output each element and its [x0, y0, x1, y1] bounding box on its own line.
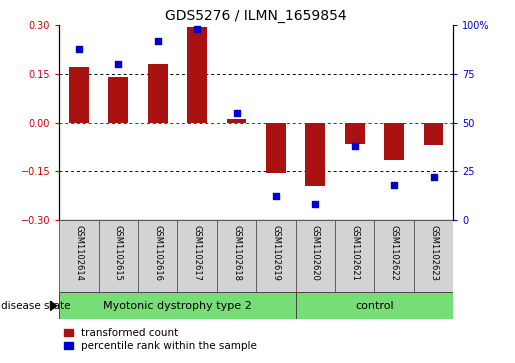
Bar — [227, 119, 246, 122]
Bar — [187, 27, 207, 122]
Point — [193, 26, 201, 32]
Point — [390, 182, 398, 188]
Bar — [59, 292, 296, 319]
Text: GSM1102617: GSM1102617 — [193, 225, 201, 281]
Bar — [374, 220, 414, 292]
Text: control: control — [355, 301, 393, 311]
Bar — [305, 122, 325, 185]
Text: GSM1102621: GSM1102621 — [350, 225, 359, 281]
Bar — [414, 220, 453, 292]
Bar — [69, 68, 89, 122]
Point — [272, 193, 280, 199]
Bar — [138, 220, 177, 292]
Bar — [266, 122, 286, 173]
Point — [232, 110, 241, 116]
Text: GSM1102618: GSM1102618 — [232, 225, 241, 281]
Point — [75, 46, 83, 52]
Text: GSM1102619: GSM1102619 — [271, 225, 280, 281]
Point — [153, 38, 162, 44]
Text: Myotonic dystrophy type 2: Myotonic dystrophy type 2 — [103, 301, 252, 311]
Bar — [59, 220, 99, 292]
Text: GSM1102622: GSM1102622 — [390, 225, 399, 281]
Bar — [148, 64, 167, 122]
Text: GSM1102615: GSM1102615 — [114, 225, 123, 281]
Text: GSM1102616: GSM1102616 — [153, 225, 162, 281]
Text: disease state: disease state — [1, 301, 71, 311]
Bar — [177, 220, 217, 292]
Text: GSM1102620: GSM1102620 — [311, 225, 320, 281]
Point — [114, 61, 123, 67]
Bar — [335, 220, 374, 292]
Text: GSM1102614: GSM1102614 — [75, 225, 83, 281]
Text: GSM1102623: GSM1102623 — [429, 225, 438, 281]
Bar — [109, 77, 128, 122]
Bar — [384, 122, 404, 160]
Bar — [217, 220, 256, 292]
Bar — [296, 220, 335, 292]
Point — [351, 143, 359, 149]
Bar — [256, 220, 296, 292]
Title: GDS5276 / ILMN_1659854: GDS5276 / ILMN_1659854 — [165, 9, 347, 23]
Bar — [99, 220, 138, 292]
Bar — [424, 122, 443, 145]
Legend: transformed count, percentile rank within the sample: transformed count, percentile rank withi… — [64, 328, 257, 351]
Bar — [296, 292, 453, 319]
Point — [311, 201, 319, 207]
Point — [430, 174, 438, 180]
Bar — [345, 122, 365, 143]
